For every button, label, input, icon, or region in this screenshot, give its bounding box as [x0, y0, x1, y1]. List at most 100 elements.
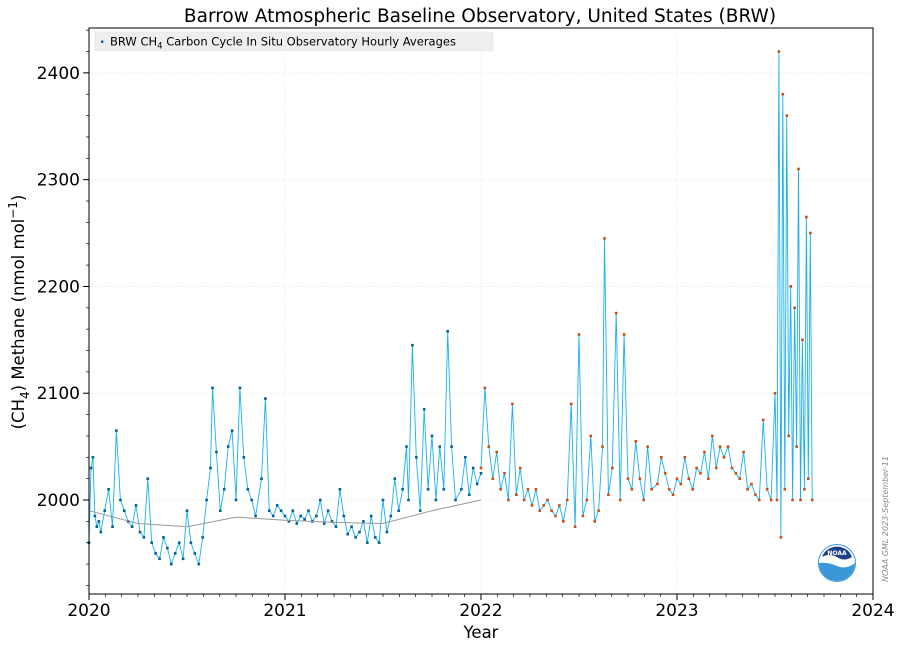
- y-axis-label-group: (CH4) Methane (nmol mol−1): [6, 195, 32, 430]
- data-point-final: [401, 488, 404, 491]
- data-point-final: [215, 450, 218, 454]
- data-point-final: [369, 514, 373, 518]
- data-point-preliminary: [714, 466, 718, 470]
- data-point-preliminary: [618, 498, 622, 502]
- data-point-final: [342, 514, 346, 518]
- data-point-final: [185, 509, 189, 512]
- data-point-preliminary: [734, 472, 738, 475]
- data-point-final: [467, 493, 471, 496]
- y-tick-label: 2000: [37, 491, 80, 511]
- data-point-preliminary: [775, 498, 779, 502]
- data-point-preliminary: [738, 477, 741, 480]
- data-point-preliminary: [795, 445, 798, 448]
- data-point-final: [95, 525, 99, 528]
- data-point-final: [111, 525, 114, 528]
- data-point-final: [130, 525, 134, 528]
- y-tick-label: 2400: [37, 64, 80, 84]
- data-point-final: [434, 498, 438, 502]
- data-point-preliminary: [799, 498, 802, 502]
- data-point-preliminary: [487, 445, 491, 448]
- x-tick-label: 2022: [459, 601, 502, 621]
- data-point-preliminary: [722, 456, 726, 459]
- data-point-final: [246, 488, 250, 491]
- data-point-final: [460, 488, 463, 491]
- data-point-final: [250, 498, 253, 502]
- data-point-final: [189, 541, 193, 544]
- data-point-preliminary: [726, 445, 730, 448]
- data-point-preliminary: [483, 386, 487, 390]
- data-point-final: [411, 343, 414, 347]
- data-point-final: [219, 509, 222, 512]
- data-point-preliminary: [797, 167, 800, 171]
- data-point-final: [193, 552, 197, 555]
- credit-group: NOAA GML 2023-September-11: [881, 456, 890, 582]
- legend-label-sub: 4: [157, 42, 162, 52]
- data-point-preliminary: [542, 504, 545, 507]
- data-point-final: [275, 504, 279, 507]
- data-point-preliminary: [809, 231, 812, 235]
- data-point-preliminary: [758, 498, 761, 502]
- data-point-final: [319, 498, 322, 502]
- data-point-final: [181, 557, 185, 561]
- data-point-final: [177, 541, 181, 544]
- y-tick-label: 2100: [37, 384, 80, 404]
- data-point-preliminary: [530, 504, 534, 507]
- data-point-preliminary: [573, 525, 577, 528]
- chart-title: Barrow Atmospheric Baseline Observatory,…: [184, 6, 776, 27]
- data-point-preliminary: [742, 450, 745, 454]
- data-point-final: [454, 498, 457, 502]
- data-point-preliminary: [558, 504, 561, 507]
- legend-label-prefix: BRW CH: [110, 35, 157, 49]
- data-point-preliminary: [777, 50, 781, 53]
- data-point-preliminary: [585, 498, 589, 502]
- data-point-final: [430, 434, 434, 438]
- data-point-preliminary: [810, 498, 814, 502]
- data-point-preliminary: [603, 237, 606, 240]
- data-point-final: [150, 541, 153, 544]
- data-point-preliminary: [562, 520, 565, 523]
- x-tick-label: 2020: [67, 601, 110, 621]
- data-point-final: [307, 509, 310, 512]
- legend-marker: [101, 40, 104, 43]
- legend-label: BRW CH4 Carbon Cycle In Situ Observatory…: [110, 35, 456, 52]
- data-point-final: [134, 504, 138, 507]
- data-point-final: [464, 456, 467, 459]
- legend-label-suffix: Carbon Cycle In Situ Observatory Hourly …: [163, 35, 456, 49]
- data-point-preliminary: [793, 306, 796, 310]
- data-point-final: [354, 536, 357, 539]
- data-point-final: [170, 562, 173, 566]
- legend-box: [94, 31, 494, 52]
- data-point-preliminary: [577, 333, 581, 336]
- data-point-final: [338, 488, 342, 491]
- x-tick-label: 2024: [851, 601, 894, 621]
- x-axis-label: Year: [463, 623, 499, 642]
- data-point-final: [358, 530, 361, 534]
- data-point-final: [385, 530, 389, 534]
- data-point-final: [475, 482, 479, 486]
- y-axis-label-sub: 4: [18, 391, 32, 399]
- data-point-preliminary: [695, 466, 698, 470]
- data-point-final: [268, 509, 271, 512]
- data-point-preliminary: [622, 333, 626, 336]
- data-point-preliminary: [711, 434, 714, 438]
- data-point-preliminary: [660, 456, 663, 459]
- data-point-preliminary: [518, 466, 522, 470]
- data-point-preliminary: [783, 488, 787, 491]
- data-point-preliminary: [671, 493, 675, 496]
- data-point-final: [222, 488, 226, 491]
- data-point-final: [142, 536, 146, 539]
- data-point-final: [303, 517, 306, 521]
- data-point-final: [115, 429, 118, 432]
- data-point-final: [334, 525, 338, 528]
- data-point-final: [415, 456, 418, 459]
- data-point-preliminary: [607, 493, 610, 496]
- data-point-final: [322, 522, 326, 525]
- data-point-final: [197, 562, 201, 566]
- data-point-final: [315, 514, 318, 518]
- data-point-preliminary: [663, 472, 667, 475]
- data-point-preliminary: [538, 509, 542, 512]
- data-point-final: [405, 445, 408, 448]
- data-point-preliminary: [787, 434, 790, 438]
- data-point-preliminary: [534, 488, 538, 491]
